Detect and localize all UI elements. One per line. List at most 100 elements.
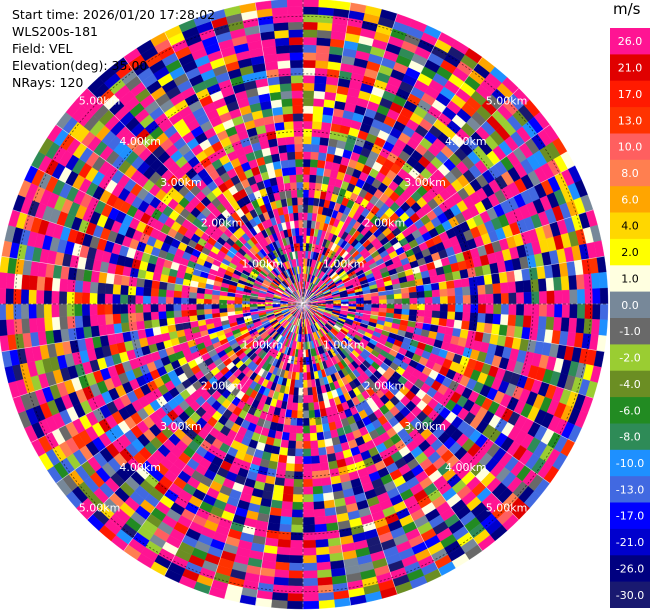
velocity-cell — [302, 372, 308, 381]
velocity-cell — [506, 270, 516, 283]
velocity-cell — [104, 283, 114, 295]
velocity-cell — [298, 227, 304, 236]
velocity-cell — [302, 174, 310, 183]
velocity-cell — [277, 144, 288, 154]
velocity-cell — [289, 555, 304, 564]
velocity-cell — [508, 303, 517, 316]
velocity-cell — [290, 59, 304, 69]
velocity-cell — [286, 455, 296, 465]
velocity-cell — [271, 106, 284, 116]
velocity-cell — [82, 315, 91, 328]
velocity-cell — [292, 97, 304, 107]
velocity-cell — [150, 303, 159, 313]
velocity-cell — [105, 272, 115, 285]
velocity-cell — [43, 276, 53, 291]
velocity-cell — [308, 197, 315, 206]
velocity-cell — [485, 293, 494, 305]
velocity-cell — [286, 151, 296, 161]
velocity-cell — [51, 316, 61, 331]
velocity-cell — [136, 277, 145, 288]
velocity-cell — [289, 547, 304, 556]
velocity-cell — [272, 160, 282, 170]
velocity-cell — [477, 284, 486, 295]
velocity-cell — [249, 303, 258, 307]
velocity-cell — [302, 509, 315, 518]
velocity-cell — [318, 0, 336, 9]
velocity-cell — [269, 91, 282, 101]
velocity-cell — [96, 303, 106, 315]
velocity-cell — [135, 303, 144, 313]
colorbar-label: -8.0 — [619, 431, 640, 444]
velocity-cell — [59, 278, 69, 292]
velocity-cell — [283, 478, 294, 487]
velocity-cell — [21, 274, 31, 290]
velocity-cell — [439, 303, 449, 312]
velocity-cell — [599, 303, 609, 321]
velocity-cell — [188, 291, 197, 299]
velocity-cell — [159, 325, 169, 335]
velocity-cell — [371, 303, 380, 309]
range-ring-label: 1.00km — [323, 339, 365, 352]
velocity-cell — [492, 283, 502, 295]
velocity-cell — [553, 317, 563, 332]
velocity-cell — [312, 121, 323, 130]
velocity-cell — [378, 299, 388, 305]
velocity-cell — [294, 456, 304, 465]
velocity-cell — [302, 555, 317, 564]
velocity-cell — [314, 75, 328, 85]
velocity-cell — [569, 289, 578, 305]
velocity-cell — [470, 294, 479, 305]
velocity-cell — [446, 311, 456, 321]
velocity-cell — [158, 288, 167, 297]
velocity-cell — [294, 143, 304, 152]
velocity-cell — [286, 447, 296, 457]
velocity-cell — [291, 509, 304, 518]
velocity-cell — [306, 379, 312, 388]
velocity-cell — [289, 44, 304, 53]
velocity-cell — [491, 272, 501, 285]
velocity-cell — [276, 137, 287, 146]
velocity-cell — [135, 286, 144, 296]
velocity-cell — [355, 297, 365, 302]
velocity-cell — [315, 60, 329, 70]
range-ring-label: 1.00km — [242, 257, 284, 270]
velocity-cell — [294, 151, 304, 160]
velocity-cell — [292, 486, 304, 495]
velocity-cell — [302, 204, 309, 213]
velocity-cell — [308, 189, 316, 198]
velocity-cell — [90, 270, 100, 283]
velocity-cell — [0, 319, 8, 337]
velocity-cell — [424, 310, 433, 318]
velocity-cell — [273, 484, 285, 494]
velocity-cell — [583, 318, 593, 335]
velocity-cell — [288, 29, 304, 38]
velocity-cell — [165, 310, 175, 319]
velocity-cell — [447, 303, 456, 313]
velocity-cell — [560, 275, 570, 291]
velocity-cell — [152, 326, 162, 336]
velocity-cell — [537, 278, 547, 292]
velocity-cell — [310, 440, 319, 449]
velocity-cell — [58, 303, 68, 317]
velocity-cell — [211, 308, 220, 314]
velocity-cell — [477, 294, 487, 305]
velocity-cell — [432, 296, 441, 305]
velocity-cell — [576, 303, 586, 319]
velocity-cell — [135, 312, 144, 322]
velocity-cell — [173, 290, 182, 298]
velocity-cell — [43, 317, 53, 332]
velocity-cell — [538, 303, 548, 317]
velocity-cell — [282, 485, 294, 495]
velocity-cell — [455, 303, 464, 313]
range-ring-label: 4.00km — [445, 135, 487, 148]
velocity-cell — [294, 448, 304, 457]
velocity-cell — [5, 303, 14, 320]
velocity-cell — [311, 128, 322, 138]
velocity-cell — [157, 303, 167, 312]
velocity-cell — [378, 295, 387, 301]
velocity-cell — [20, 303, 30, 319]
instrument-text: WLS200s-181 — [12, 24, 98, 39]
velocity-cell — [5, 272, 15, 289]
velocity-cell — [306, 372, 312, 381]
